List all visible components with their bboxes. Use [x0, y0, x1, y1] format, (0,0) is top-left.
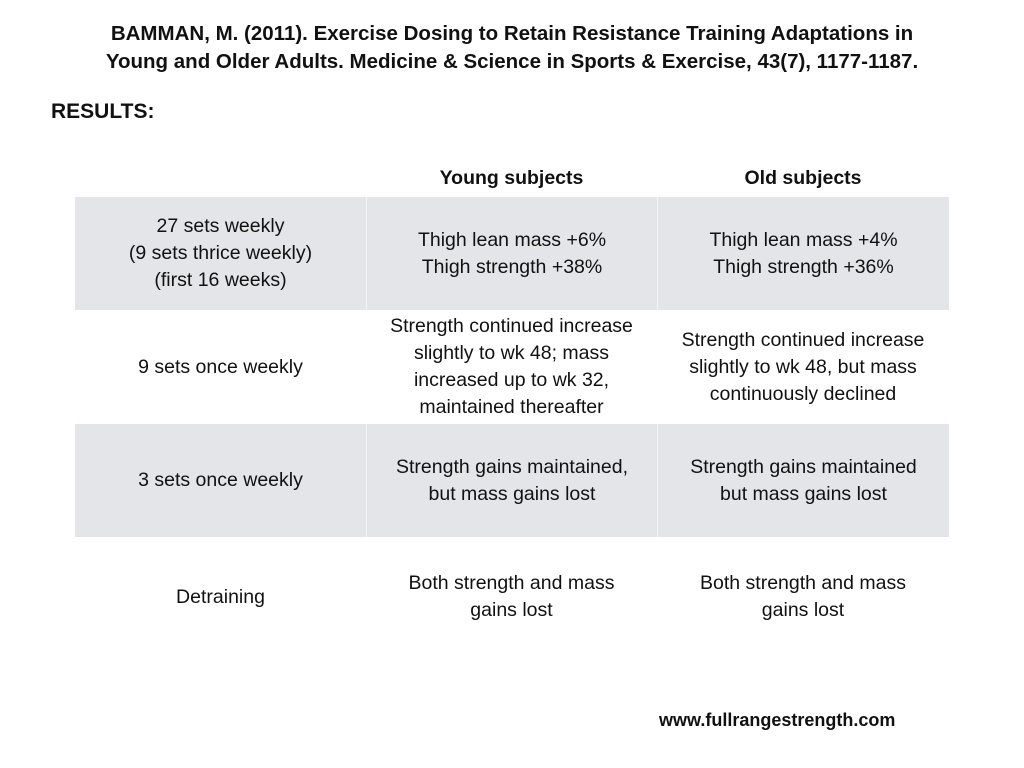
- cell-line: Both strength and mass: [408, 572, 615, 594]
- table-row: 9 sets once weekly Strength continued in…: [75, 310, 949, 424]
- cell-line: but mass gains lost: [428, 482, 596, 505]
- cell-line: slightly to wk 48; mass: [413, 342, 610, 364]
- cell-line: Detraining: [176, 585, 265, 608]
- results-heading: RESULTS:: [51, 100, 155, 123]
- cell-line: slightly to wk 48, but mass: [689, 355, 917, 378]
- cell-line: gains lost: [470, 599, 553, 621]
- cell-line: (first 16 weeks): [154, 269, 287, 291]
- table-header-row: Young subjects Old subjects: [75, 160, 949, 197]
- old-result-cell: Strength continued increase slightly to …: [657, 310, 949, 424]
- condition-cell: 3 sets once weekly: [75, 424, 366, 537]
- cell-line: Both strength and mass: [700, 572, 906, 594]
- cell-line: 3 sets once weekly: [138, 469, 303, 491]
- table-row: Detraining Both strength and mass gains …: [75, 537, 949, 657]
- header-cell-condition: [75, 160, 366, 197]
- cell-line: increased up to wk 32,: [413, 369, 610, 391]
- cell-line: Thigh lean mass +4%: [709, 228, 898, 251]
- header-cell-young: Young subjects: [439, 167, 584, 189]
- cell-line: Thigh lean mass +6%: [417, 228, 607, 251]
- citation-heading: BAMMAN, M. (2011). Exercise Dosing to Re…: [20, 20, 1004, 76]
- young-result-cell: Both strength and mass gains lost: [366, 537, 657, 657]
- young-result-cell: Strength gains maintained, but mass gain…: [366, 424, 657, 537]
- cell-line: Strength gains maintained,: [396, 455, 628, 478]
- cell-line: continuously declined: [709, 382, 897, 405]
- young-result-cell: Strength continued increase slightly to …: [366, 310, 657, 424]
- cell-line: gains lost: [761, 599, 845, 621]
- condition-cell: 9 sets once weekly: [75, 310, 366, 424]
- cell-line: Strength continued increase: [681, 328, 925, 351]
- cell-line: 9 sets once weekly: [138, 355, 303, 378]
- results-table: Young subjects Old subjects 27 sets week…: [75, 160, 949, 657]
- header-cell-old: Old subjects: [744, 167, 862, 189]
- old-result-cell: Thigh lean mass +4% Thigh strength +36%: [657, 197, 949, 310]
- cell-line: (9 sets thrice weekly): [128, 242, 313, 264]
- condition-cell: 27 sets weekly (9 sets thrice weekly) (f…: [75, 197, 366, 310]
- cell-line: Thigh strength +36%: [713, 255, 894, 278]
- cell-line: Thigh strength +38%: [421, 255, 603, 278]
- old-result-cell: Strength gains maintained but mass gains…: [657, 424, 949, 537]
- cell-line: Strength gains maintained: [690, 455, 917, 478]
- old-result-cell: Both strength and mass gains lost: [657, 537, 949, 657]
- cell-line: 27 sets weekly: [156, 215, 285, 237]
- cell-line: maintained thereafter: [419, 396, 604, 418]
- cell-line: Strength continued increase: [390, 315, 633, 337]
- table-row: 3 sets once weekly Strength gains mainta…: [75, 424, 949, 537]
- cell-line: but mass gains lost: [720, 482, 887, 505]
- table-row: 27 sets weekly (9 sets thrice weekly) (f…: [75, 197, 949, 310]
- condition-cell: Detraining: [75, 537, 366, 657]
- website-url: www.fullrangestrength.com: [659, 710, 896, 730]
- young-result-cell: Thigh lean mass +6% Thigh strength +38%: [366, 197, 657, 310]
- citation-line-2: Young and Older Adults. Medicine & Scien…: [105, 50, 919, 73]
- citation-line-1: BAMMAN, M. (2011). Exercise Dosing to Re…: [110, 22, 914, 45]
